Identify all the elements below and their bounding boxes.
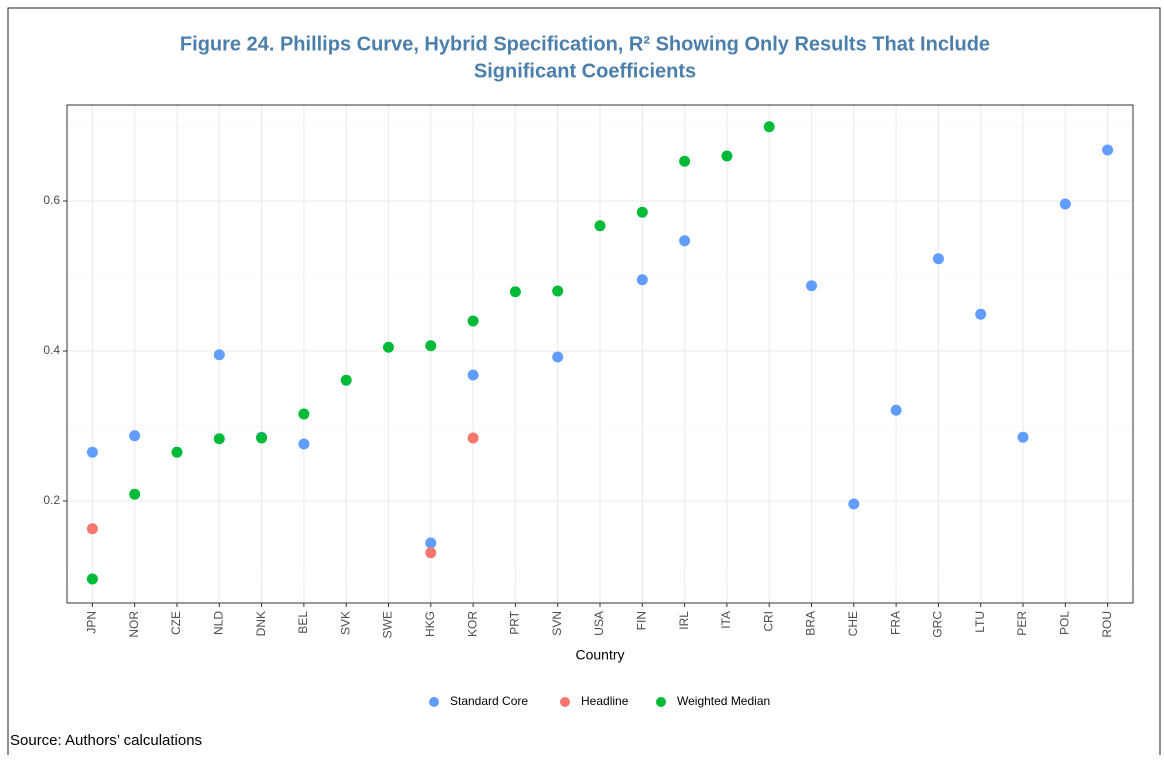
- x-tick-label: CZE: [169, 611, 183, 635]
- chart-title: Figure 24. Phillips Curve, Hybrid Specif…: [180, 33, 990, 55]
- x-tick-label: JPN: [85, 611, 99, 634]
- chart-title: Significant Coefficients: [474, 60, 696, 82]
- plot-border: [66, 104, 1134, 604]
- point: [848, 498, 860, 510]
- y-tick-label: 0.6: [43, 193, 60, 207]
- x-tick-label: CHE: [846, 611, 860, 636]
- x-tick-label: SVK: [338, 611, 352, 635]
- point: [636, 274, 648, 286]
- y-tick-label: 0.4: [43, 343, 60, 357]
- x-tick-label: KOR: [465, 611, 479, 637]
- point: [425, 547, 437, 559]
- x-tick-label: PRT: [508, 610, 522, 634]
- point: [382, 341, 394, 353]
- point: [129, 430, 141, 442]
- x-tick-label: PER: [1015, 611, 1029, 636]
- x-tick-label: NLD: [211, 611, 225, 635]
- point: [171, 446, 183, 458]
- x-tick-label: ITA: [719, 611, 733, 629]
- x-axis-label: Country: [575, 647, 624, 663]
- y-tick-label: 0.2: [43, 493, 60, 507]
- x-tick-label: GRC: [931, 611, 945, 638]
- point: [213, 349, 225, 361]
- point: [425, 340, 437, 352]
- x-tick-label: SWE: [381, 611, 395, 638]
- legend-label: Standard Core: [450, 694, 528, 708]
- x-tick-label: BEL: [296, 611, 310, 634]
- legend-label: Headline: [581, 694, 629, 708]
- point: [552, 285, 564, 297]
- point: [213, 433, 225, 445]
- point: [975, 308, 987, 320]
- point: [1102, 144, 1114, 156]
- point: [340, 374, 352, 386]
- source: Source: Authors’ calculations: [10, 732, 202, 749]
- point: [1059, 198, 1071, 210]
- x-tick-label: POL: [1057, 611, 1071, 635]
- point: [552, 351, 564, 363]
- point: [763, 121, 775, 133]
- x-tick-label: BRA: [804, 611, 818, 636]
- point: [679, 235, 691, 247]
- x-tick-label: ROU: [1100, 611, 1114, 638]
- x-tick-label: DNK: [254, 611, 268, 636]
- x-tick-label: FIN: [634, 611, 648, 630]
- point: [467, 369, 479, 381]
- x-tick-label: NOR: [127, 611, 141, 638]
- legend-label: Weighted Median: [677, 694, 770, 708]
- x-tick-label: LTU: [973, 611, 987, 633]
- point: [129, 488, 141, 500]
- point: [467, 315, 479, 327]
- point: [86, 446, 98, 458]
- point: [509, 286, 521, 298]
- point: [425, 537, 437, 549]
- x-tick-label: HKG: [423, 611, 437, 637]
- x-tick-label: USA: [592, 611, 606, 636]
- x-tick-label: FRA: [888, 611, 902, 635]
- point: [86, 573, 98, 585]
- point: [679, 155, 691, 167]
- x-tick-label: IRL: [677, 611, 691, 630]
- x-tick-label: CRI: [761, 611, 775, 632]
- point: [721, 150, 733, 162]
- point: [932, 253, 944, 265]
- legend-swatch: [429, 697, 439, 707]
- point: [298, 438, 310, 450]
- point: [298, 408, 310, 420]
- point: [636, 206, 648, 218]
- legend-swatch: [560, 697, 570, 707]
- point: [594, 220, 606, 232]
- point: [86, 523, 98, 535]
- x-tick-label: SVN: [550, 611, 564, 636]
- point: [806, 280, 818, 292]
- point: [1017, 431, 1029, 443]
- point: [890, 404, 902, 416]
- legend-swatch: [656, 697, 666, 707]
- point: [467, 432, 479, 444]
- point: [256, 432, 268, 444]
